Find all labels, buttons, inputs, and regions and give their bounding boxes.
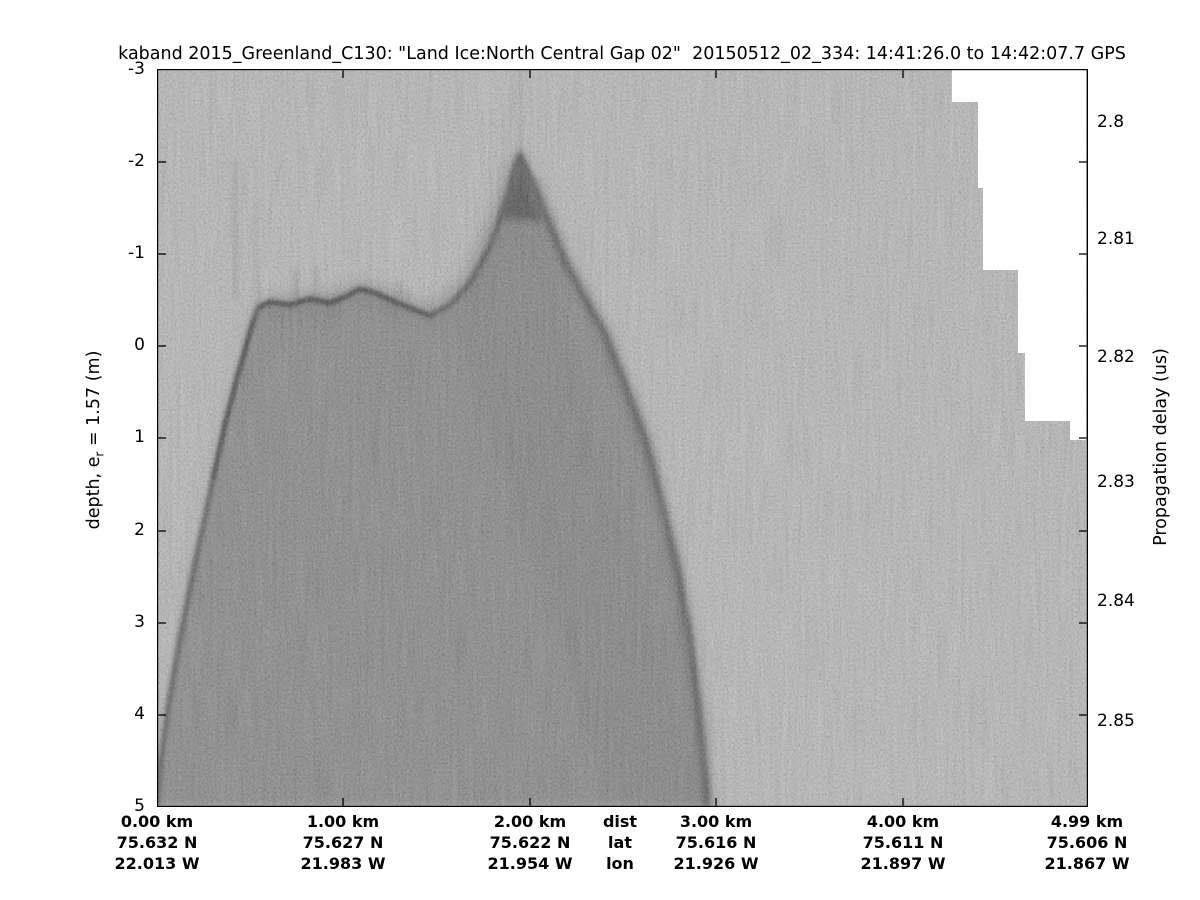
x-col-lon: 21.897 W [860, 854, 946, 873]
x-col-lon: 21.954 W [487, 854, 573, 873]
left-tick-label: 3 [134, 612, 145, 632]
x-col-dist: 3.00 km [679, 812, 753, 831]
x-axis-column: 1.00 km 75.627 N 21.983 W [273, 811, 413, 874]
echogram-image [157, 69, 1088, 807]
axis-tick-marks [158, 70, 1087, 806]
right-tick-label: 2.82 [1097, 347, 1135, 367]
x-axis-column: dist lat lon [550, 811, 690, 874]
x-col-dist: 4.00 km [866, 812, 940, 831]
no-data-region [952, 69, 1086, 440]
x-axis-column: 0.00 km 75.632 N 22.013 W [87, 811, 227, 874]
x-col-lon: 21.926 W [673, 854, 759, 873]
left-tick-label: 2 [134, 520, 145, 540]
x-col-lat: 75.627 N [302, 833, 384, 852]
x-col-lon: 21.983 W [300, 854, 386, 873]
x-col-dist: 4.99 km [1050, 812, 1124, 831]
x-col-lon: 22.013 W [114, 854, 200, 873]
x-col-lon: lon [606, 854, 634, 873]
right-tick-label: 2.81 [1097, 229, 1135, 249]
left-tick-label: -3 [128, 59, 145, 79]
x-col-lat: 75.622 N [489, 833, 571, 852]
left-tick-label: 5 [134, 796, 145, 816]
column-noise [157, 69, 1088, 807]
left-tick-label: 4 [134, 704, 145, 724]
right-tick-label: 2.83 [1097, 472, 1135, 492]
x-col-lat: 75.616 N [675, 833, 757, 852]
left-axis-label-subscript: r [92, 451, 107, 457]
x-col-lat: 75.606 N [1046, 833, 1128, 852]
x-axis-column: 4.00 km 75.611 N 21.897 W [833, 811, 973, 874]
x-col-lon: 21.867 W [1044, 854, 1130, 873]
x-col-dist: 0.00 km [120, 812, 194, 831]
x-axis-column: 2.00 km 75.622 N 21.954 W [460, 811, 600, 874]
right-tick-label: 2.84 [1097, 591, 1135, 611]
right-tick-label: 2.85 [1097, 711, 1135, 731]
x-axis-column: 3.00 km 75.616 N 21.926 W [646, 811, 786, 874]
x-col-lat: 75.632 N [116, 833, 198, 852]
left-tick-label: -1 [128, 243, 145, 263]
x-col-lat: lat [608, 833, 632, 852]
plot-title: kaband 2015_Greenland_C130: "Land Ice:No… [118, 44, 1126, 64]
x-col-dist: 1.00 km [306, 812, 380, 831]
x-axis-column: 4.99 km 75.606 N 21.867 W [1017, 811, 1157, 874]
right-axis-label: Propagation delay (us) [1151, 348, 1171, 546]
x-col-lat: 75.611 N [862, 833, 944, 852]
x-col-dist: dist [602, 812, 638, 831]
left-axis-label-text: depth, e [83, 456, 104, 530]
right-tick-label: 2.8 [1097, 112, 1125, 132]
x-col-dist: 2.00 km [493, 812, 567, 831]
left-tick-label: 0 [134, 335, 145, 355]
left-tick-label: -2 [128, 151, 145, 171]
plot-border [157, 69, 1088, 807]
left-tick-label: 1 [134, 427, 145, 447]
